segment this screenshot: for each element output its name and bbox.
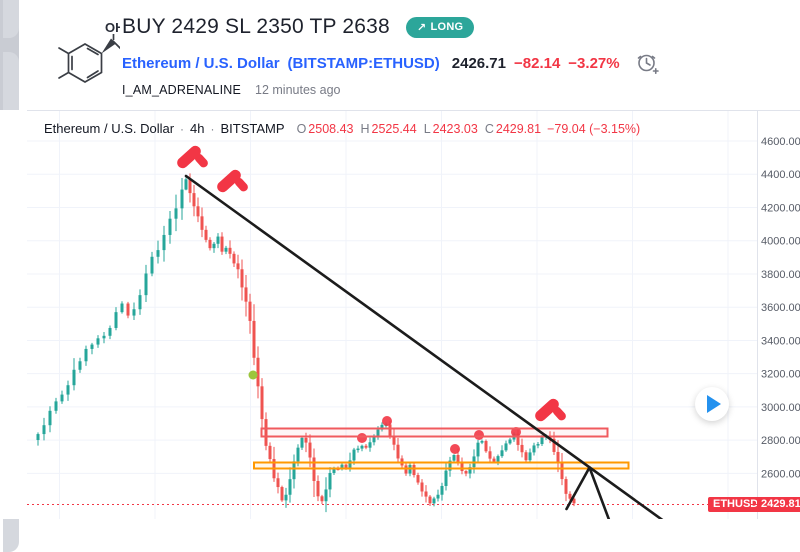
symbol-ticker-link[interactable]: (BITSTAMP:ETHUSD) xyxy=(287,54,440,72)
svg-text:3200.00: 3200.00 xyxy=(761,369,800,381)
svg-text:3600.00: 3600.00 xyxy=(761,302,800,314)
price-axis[interactable] xyxy=(757,110,800,519)
svg-text:4000.00: 4000.00 xyxy=(761,236,800,248)
last-price-axis-tag: 2429.81 xyxy=(757,497,800,512)
long-badge-label: LONG xyxy=(430,21,464,33)
chart-legend: Ethereum / U.S. Dollar · 4h · BITSTAMP O… xyxy=(44,121,640,136)
price-change-pct: −3.27% xyxy=(568,54,620,72)
svg-text:4400.00: 4400.00 xyxy=(761,169,800,181)
long-badge: ↗ LONG xyxy=(405,16,475,38)
legend-symbol: Ethereum / U.S. Dollar xyxy=(44,121,175,136)
post-time: 12 minutes ago xyxy=(255,83,341,97)
symbol-price-line-label: ETHUSD xyxy=(708,497,764,512)
idea-header: OH BUY 2429 SL 2350 TP 2638 ↗ LONG Ether… xyxy=(27,0,800,110)
last-price: 2426.71 xyxy=(451,54,506,72)
legend-ohlc-values: O 2508.43 H 2525.44 L 2423.03 C 2429.81 xyxy=(296,122,542,136)
author-username[interactable]: I_AM_ADRENALINE xyxy=(122,83,242,97)
play-icon xyxy=(707,395,721,413)
candlestick-chart[interactable]: 4600.00 4400.00 4200.00 4000.00 3800.00 3600.… xyxy=(0,110,800,519)
chart-panel[interactable]: 4600.00 4400.00 4200.00 4000.00 3800.00 3600.… xyxy=(0,110,800,519)
add-alert-icon[interactable] xyxy=(634,50,660,76)
svg-text:3400.00: 3400.00 xyxy=(761,335,800,347)
svg-text:2600.00: 2600.00 xyxy=(761,468,800,480)
price-line-connector xyxy=(751,504,758,505)
legend-change: −79.04 (−3.15%) xyxy=(547,122,641,136)
legend-interval[interactable]: 4h xyxy=(190,121,205,136)
title-row: BUY 2429 SL 2350 TP 2638 ↗ LONG xyxy=(122,12,660,42)
molecule-avatar-image: OH xyxy=(58,20,139,83)
svg-text:4200.00: 4200.00 xyxy=(761,202,800,214)
svg-text:OH: OH xyxy=(105,20,120,35)
header-text: BUY 2429 SL 2350 TP 2638 ↗ LONG Ethereum… xyxy=(122,12,660,97)
price-change-abs: −82.14 xyxy=(514,54,561,72)
legend-separator: · xyxy=(210,122,215,136)
symbol-link[interactable]: Ethereum / U.S. Dollar xyxy=(122,54,280,72)
idea-title: BUY 2429 SL 2350 TP 2638 xyxy=(122,15,390,38)
legend-exchange: BITSTAMP xyxy=(220,121,285,136)
play-button[interactable] xyxy=(695,387,729,421)
arrow-up-right-icon: ↗ xyxy=(416,21,427,34)
svg-text:3800.00: 3800.00 xyxy=(761,269,800,281)
svg-text:3000.00: 3000.00 xyxy=(761,402,800,414)
meta-row: I_AM_ADRENALINE 12 minutes ago xyxy=(122,83,660,97)
svg-text:2800.00: 2800.00 xyxy=(761,435,800,447)
legend-separator: · xyxy=(180,122,185,136)
author-avatar[interactable]: OH xyxy=(28,4,139,86)
svg-text:4600.00: 4600.00 xyxy=(761,136,800,148)
idea-card-partial-top[interactable] xyxy=(3,0,19,38)
symbol-row: Ethereum / U.S. Dollar (BITSTAMP:ETHUSD)… xyxy=(122,50,660,76)
